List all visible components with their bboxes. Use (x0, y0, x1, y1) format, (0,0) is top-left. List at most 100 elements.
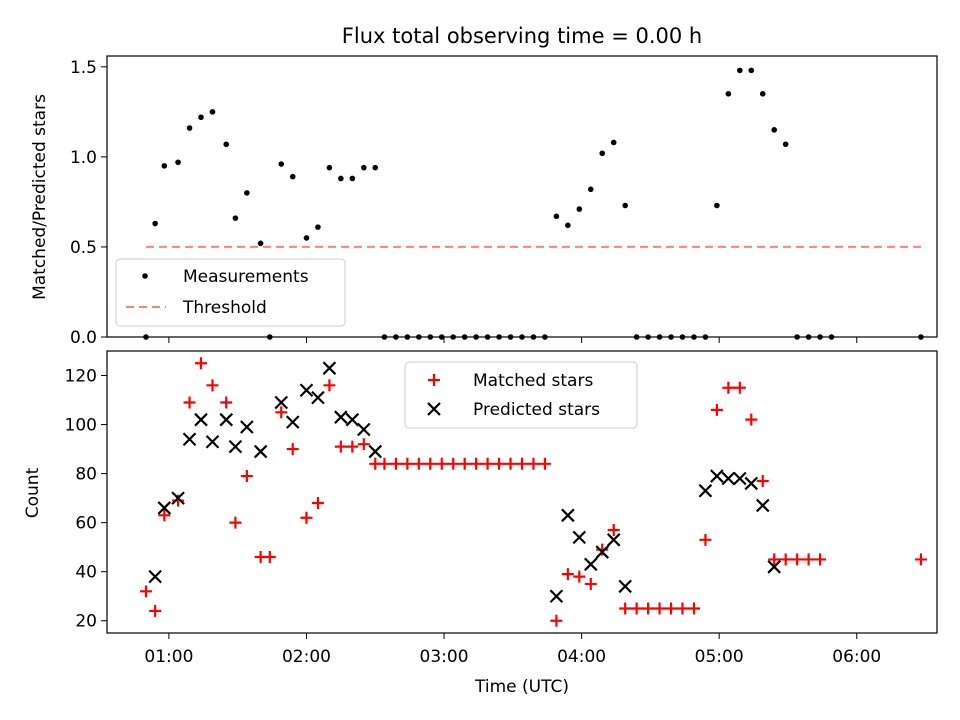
measurement-point (338, 175, 344, 182)
predicted-star-point (698, 483, 713, 498)
top-y-tick-label: 0.5 (70, 238, 97, 258)
measurement-point (473, 334, 479, 340)
predicted-star-point (584, 557, 598, 572)
matched-star-point (323, 379, 336, 392)
matched-star-point (561, 568, 574, 581)
matched-star-point (733, 381, 746, 394)
bottom-x-tick-label: 06:00 (832, 647, 881, 667)
measurement-point (587, 186, 594, 193)
measurement-point (748, 67, 755, 74)
matched-star-point (412, 457, 425, 470)
measurement-point (450, 334, 457, 340)
matched-star-point (470, 457, 483, 470)
measurement-point (266, 334, 273, 340)
predicted-star-point (561, 508, 575, 523)
measurement-point (438, 334, 445, 340)
matched-star-point (791, 553, 804, 566)
measurement-point (161, 163, 168, 169)
measurement-point (645, 334, 651, 340)
bottom-y-tick-label: 60 (75, 514, 97, 534)
measurement-point (507, 334, 514, 340)
matched-star-point (435, 457, 448, 470)
predicted-star-point (710, 469, 724, 483)
matched-star-point (158, 509, 171, 522)
measurement-point (691, 334, 697, 340)
predicted-star-point (549, 589, 564, 603)
measurement-point (759, 91, 766, 97)
measurement-point (223, 141, 230, 148)
predicted-star-point (755, 498, 770, 513)
measurement-point (668, 334, 674, 340)
matched-star-point (687, 602, 700, 615)
measurement-point (542, 334, 548, 340)
predicted-star-point (299, 383, 314, 398)
predicted-star-point (767, 560, 781, 574)
predicted-star-point (618, 579, 632, 594)
chart-title: Flux total observing time = 0.00 h (342, 24, 702, 48)
measurement-point (198, 114, 204, 121)
top-y-axis-label: Matched/Predicted stars (30, 94, 50, 300)
matched-star-point (493, 457, 506, 470)
bottom-y-tick-label: 40 (75, 563, 97, 583)
measurement-point (530, 334, 537, 340)
predicted-star-point (572, 530, 587, 545)
matched-star-point (401, 457, 414, 470)
predicted-star-point (228, 439, 243, 454)
bottom-y-tick-label: 100 (65, 416, 97, 436)
predicted-star-point (595, 545, 610, 559)
top-legend: Measurements Threshold (115, 258, 346, 327)
bottom-x-tick-label: 04:00 (557, 647, 606, 667)
matched-star-point (220, 396, 233, 409)
matched-star-point (240, 470, 253, 483)
matched-star-point (538, 457, 551, 470)
measurement-point (360, 164, 367, 171)
bottom-legend: Matched stars Predicted stars (404, 361, 638, 429)
measurement-point (633, 334, 640, 340)
top-y-tick-label: 1.0 (70, 148, 97, 168)
matched-star-point (424, 457, 437, 470)
matched-star-point (149, 604, 162, 617)
matched-star-point (389, 457, 402, 470)
matched-star-point (676, 602, 689, 615)
top-legend-box (115, 258, 346, 327)
matched-star-point (229, 516, 242, 529)
matched-star-point (458, 457, 471, 470)
matched-star-point (300, 511, 313, 524)
measurement-point (656, 334, 663, 340)
measurement-point (817, 334, 823, 340)
predicted-star-point (148, 569, 162, 584)
measurement-point (599, 150, 606, 157)
measurement-point (622, 202, 628, 209)
measurement-point (303, 235, 310, 241)
matched-star-point (745, 413, 758, 426)
matched-star-point (275, 406, 288, 419)
matched-star-point (722, 381, 735, 394)
measurement-point (326, 164, 333, 171)
measurement-point (519, 334, 525, 340)
measurement-point (553, 213, 560, 220)
bottom-x-tick-label: 05:00 (695, 647, 744, 667)
matched-star-point (779, 553, 792, 566)
legend-predicted-label: Predicted stars (473, 400, 600, 420)
predicted-star-point (205, 434, 220, 449)
measurement-point (315, 224, 321, 230)
measurement-point (404, 334, 411, 340)
measurement-point (143, 334, 149, 340)
predicted-star-point (334, 410, 348, 424)
measurement-point (209, 109, 216, 115)
matched-star-point (573, 570, 586, 583)
predicted-star-point (171, 491, 185, 505)
bottom-x-tick-label: 01:00 (144, 647, 193, 667)
bottom-plot-frame (106, 350, 938, 634)
predicted-star-point (733, 471, 747, 486)
measurement-point (393, 334, 399, 340)
predicted-star-point (285, 415, 300, 429)
matched-star-point (447, 457, 460, 470)
top-y-tick-label: 0.0 (70, 328, 97, 348)
x-axis-label: Time (UTC) (474, 677, 569, 697)
matched-star-point (642, 602, 655, 615)
predicted-star-point (157, 501, 172, 515)
bottom-y-tick-label: 20 (75, 612, 97, 632)
top-panel: 0.0 0.5 1.0 1.5 Measurements Threshold (70, 55, 938, 348)
